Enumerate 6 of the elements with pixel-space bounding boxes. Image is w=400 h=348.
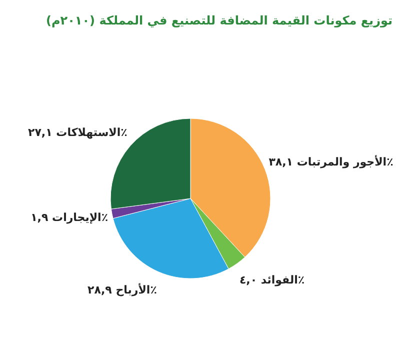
slice-label: الأرباح ٢٨,٩٪ bbox=[88, 282, 157, 297]
slice-label: الاستهلاكات ٢٧,١٪ bbox=[28, 126, 128, 140]
slice-label: الإيجارات ١,٩٪ bbox=[30, 211, 108, 224]
slice-label: الأجور والمرتبات ٣٨,١٪ bbox=[268, 154, 394, 168]
chart-title: توزيع مكونات القيمة المضافة للتصنيع في المملكة (٢٠١٠م) bbox=[46, 14, 393, 28]
slice-label: الفوائد ٤,٠٪ bbox=[239, 273, 305, 286]
